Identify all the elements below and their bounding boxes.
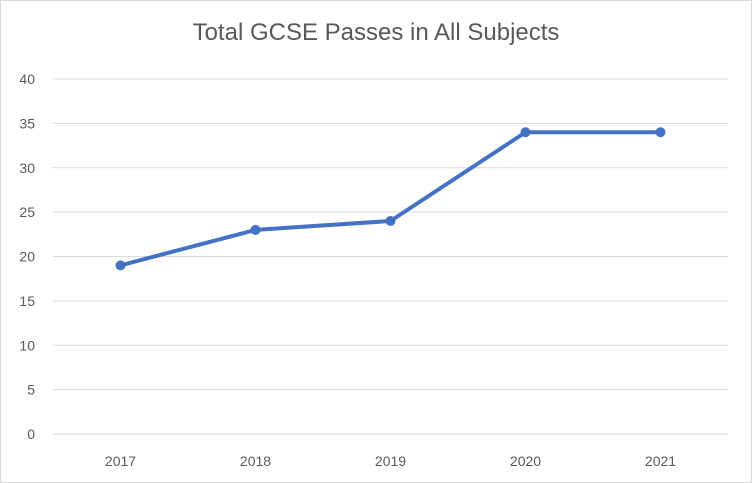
y-tick-label: 35 — [19, 115, 35, 131]
y-tick-label: 30 — [19, 160, 35, 176]
chart-title: Total GCSE Passes in All Subjects — [192, 19, 560, 46]
data-point-2020[interactable] — [520, 127, 531, 138]
y-tick-label: 25 — [19, 204, 35, 220]
y-tick-label: 10 — [19, 337, 35, 353]
y-tick-label: 40 — [19, 71, 35, 87]
x-tick-label: 2017 — [105, 453, 136, 469]
x-tick-label: 2021 — [645, 453, 676, 469]
data-point-2017[interactable] — [115, 260, 126, 271]
gridlines — [53, 78, 728, 435]
y-tick-label: 5 — [27, 382, 35, 398]
data-point-2021[interactable] — [655, 127, 666, 138]
y-tick-label: 0 — [27, 426, 35, 442]
y-axis-tick-labels: 0 5 10 15 20 25 30 35 40 — [19, 71, 35, 442]
x-tick-label: 2020 — [510, 453, 541, 469]
data-point-2018[interactable] — [250, 224, 261, 235]
data-point-2019[interactable] — [385, 216, 396, 226]
x-tick-label: 2019 — [375, 453, 406, 469]
x-axis-tick-labels: 2017 2018 2019 2020 2021 — [105, 453, 676, 469]
y-tick-label: 20 — [19, 249, 35, 265]
y-tick-label: 15 — [19, 293, 35, 309]
series-line — [118, 130, 663, 268]
x-tick-label: 2018 — [240, 453, 271, 469]
